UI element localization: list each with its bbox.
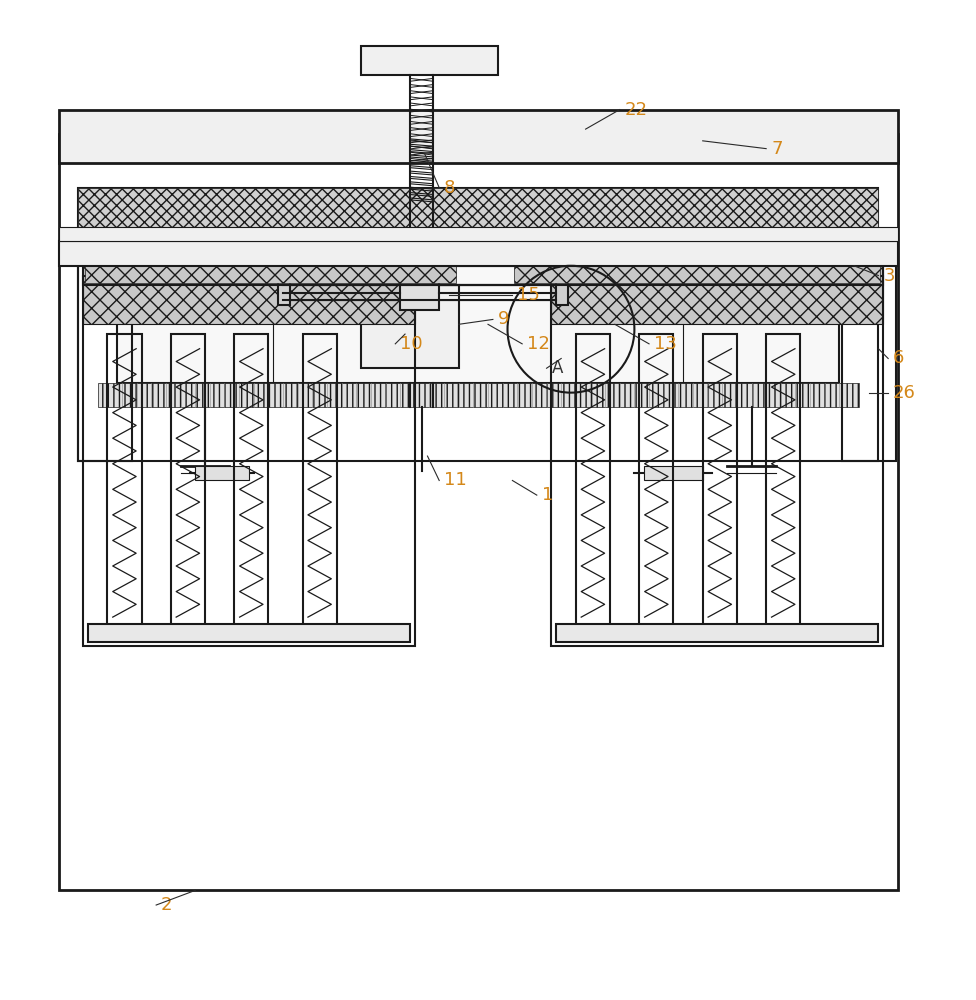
Bar [278,280,290,305]
Bar [400,276,439,310]
Bar [85,235,456,283]
Text: 12: 12 [527,335,549,353]
Bar [59,134,898,890]
Text: 3: 3 [883,267,895,285]
Bar [83,232,415,324]
Bar [171,334,205,627]
Text: 26: 26 [893,384,915,402]
Text: 6: 6 [893,349,905,367]
Bar [514,235,880,283]
Text: 2: 2 [161,896,173,914]
Text: 10: 10 [400,335,423,353]
Bar [551,232,883,324]
Bar [556,624,878,642]
Bar [88,624,410,642]
Bar [644,466,703,480]
Bar [703,334,737,627]
Bar [551,276,883,646]
Text: 15: 15 [517,286,540,304]
Bar [234,334,268,627]
Text: 8: 8 [444,179,456,197]
Text: 9: 9 [498,310,509,328]
Bar [576,334,610,627]
Bar [107,334,142,627]
Bar [195,466,249,480]
Bar [117,266,839,383]
Bar [556,280,568,305]
Text: 22: 22 [625,101,648,119]
Bar [83,232,883,285]
Bar [78,256,132,461]
Text: 7: 7 [771,140,783,158]
Bar [78,188,878,461]
Bar [59,110,898,163]
Text: A: A [551,359,563,377]
Text: 11: 11 [444,471,467,489]
Bar [78,188,878,251]
Text: 1: 1 [542,486,553,504]
Bar [766,334,800,627]
Bar [59,227,898,241]
Bar [842,256,896,461]
Bar [59,241,898,266]
Bar [361,285,459,368]
Bar [639,334,673,627]
Bar [83,276,415,646]
Bar [361,46,498,75]
Text: 13: 13 [654,335,676,353]
Bar [303,334,337,627]
Bar [98,383,859,407]
